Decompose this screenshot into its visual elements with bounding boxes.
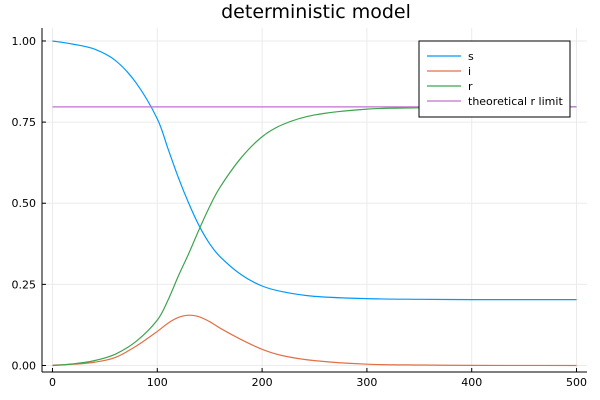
legend-label: theoretical r limit: [468, 95, 563, 108]
legend: sir theoretical r limit: [418, 40, 571, 118]
x-tick-label: 400: [461, 376, 482, 389]
x-tick-label: 500: [566, 376, 587, 389]
legend-box: [418, 40, 571, 118]
y-tick-label: 0.25: [12, 278, 37, 291]
x-tick-label: 300: [356, 376, 377, 389]
series-lines: [52, 40, 577, 367]
legend-label: i: [468, 65, 471, 78]
series-line-1: [52, 40, 577, 301]
grid: [42, 28, 587, 372]
y-tick-label: 1.00: [12, 35, 37, 48]
legend-label: r: [468, 80, 473, 93]
series-line-2: [52, 314, 577, 367]
tick-labels: 0 100 200 300 400 500 0.00 0.25 0.50 0.75 1.00: [12, 35, 588, 389]
y-tick-label: 0.50: [12, 197, 37, 210]
chart-title: deterministic model: [221, 1, 411, 23]
series-line-3: [52, 106, 577, 367]
x-tick-label: 200: [252, 376, 273, 389]
legend-label: s: [468, 50, 474, 63]
y-tick-label: 0.75: [12, 116, 37, 129]
x-tick-label: 100: [147, 376, 168, 389]
axes: [41, 28, 587, 373]
x-tick-label: 0: [49, 376, 56, 389]
y-tick-label: 0.00: [12, 360, 37, 373]
